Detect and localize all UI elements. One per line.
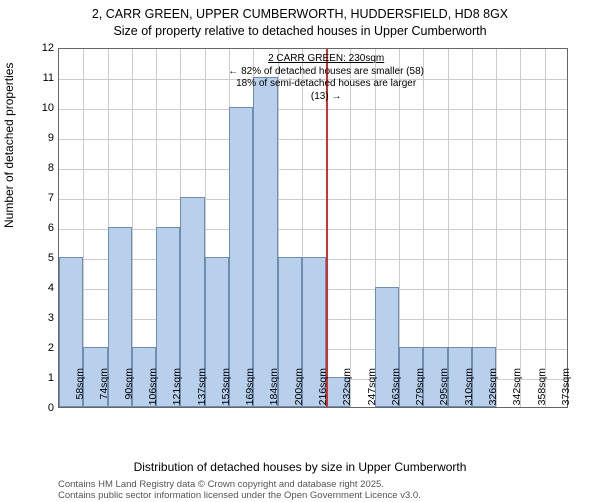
y-tick: 12 (24, 42, 54, 54)
x-tick: 263sqm (390, 368, 402, 412)
x-tick: 358sqm (536, 368, 548, 412)
y-tick: 9 (24, 132, 54, 144)
y-tick: 1 (24, 372, 54, 384)
gridline-h (59, 199, 567, 200)
gridline-v (350, 49, 351, 407)
footer: Contains HM Land Registry data © Crown c… (58, 479, 590, 502)
x-tick: 295sqm (438, 368, 450, 412)
x-tick: 216sqm (317, 368, 329, 412)
x-tick: 247sqm (366, 368, 378, 412)
gridline-h (59, 79, 567, 80)
x-tick: 153sqm (220, 368, 232, 412)
bar (253, 77, 277, 407)
gridline-h (59, 169, 567, 170)
x-tick: 106sqm (147, 368, 159, 412)
y-tick: 3 (24, 312, 54, 324)
y-tick: 5 (24, 252, 54, 264)
chart-container: 2, CARR GREEN, UPPER CUMBERWORTH, HUDDER… (0, 0, 600, 500)
y-tick: 10 (24, 102, 54, 114)
y-tick: 4 (24, 282, 54, 294)
plot-area: 2 CARR GREEN: 230sqm← 82% of detached ho… (58, 48, 568, 408)
y-tick: 11 (24, 72, 54, 84)
x-tick: 74sqm (98, 368, 110, 412)
title-line-1: 2, CARR GREEN, UPPER CUMBERWORTH, HUDDER… (0, 6, 600, 23)
y-tick: 2 (24, 342, 54, 354)
gridline-h (59, 229, 567, 230)
gridline-h (59, 109, 567, 110)
footer-line-1: Contains HM Land Registry data © Crown c… (58, 479, 590, 490)
title-line-2: Size of property relative to detached ho… (0, 23, 600, 40)
title-block: 2, CARR GREEN, UPPER CUMBERWORTH, HUDDER… (0, 0, 600, 40)
gridline-v (545, 49, 546, 407)
x-tick: 137sqm (196, 368, 208, 412)
gridline-v (520, 49, 521, 407)
x-tick: 90sqm (123, 368, 135, 412)
reference-line (326, 49, 328, 407)
x-tick: 169sqm (244, 368, 256, 412)
footer-line-2: Contains public sector information licen… (58, 490, 590, 501)
x-tick: 310sqm (463, 368, 475, 412)
gridline-v (496, 49, 497, 407)
x-tick: 342sqm (511, 368, 523, 412)
x-tick: 184sqm (268, 368, 280, 412)
x-tick: 121sqm (171, 368, 183, 412)
x-tick: 58sqm (74, 368, 86, 412)
x-tick: 200sqm (293, 368, 305, 412)
y-tick: 6 (24, 222, 54, 234)
y-tick: 0 (24, 402, 54, 414)
bar (229, 107, 253, 407)
y-tick: 8 (24, 162, 54, 174)
chart: Number of detached properties 2 CARR GRE… (0, 42, 600, 500)
x-tick: 326sqm (487, 368, 499, 412)
y-axis-label: Number of detached properties (2, 63, 16, 228)
gridline-h (59, 139, 567, 140)
x-tick: 232sqm (341, 368, 353, 412)
x-axis-label: Distribution of detached houses by size … (0, 460, 600, 474)
x-tick: 373sqm (560, 368, 572, 412)
x-tick: 279sqm (414, 368, 426, 412)
y-tick: 7 (24, 192, 54, 204)
